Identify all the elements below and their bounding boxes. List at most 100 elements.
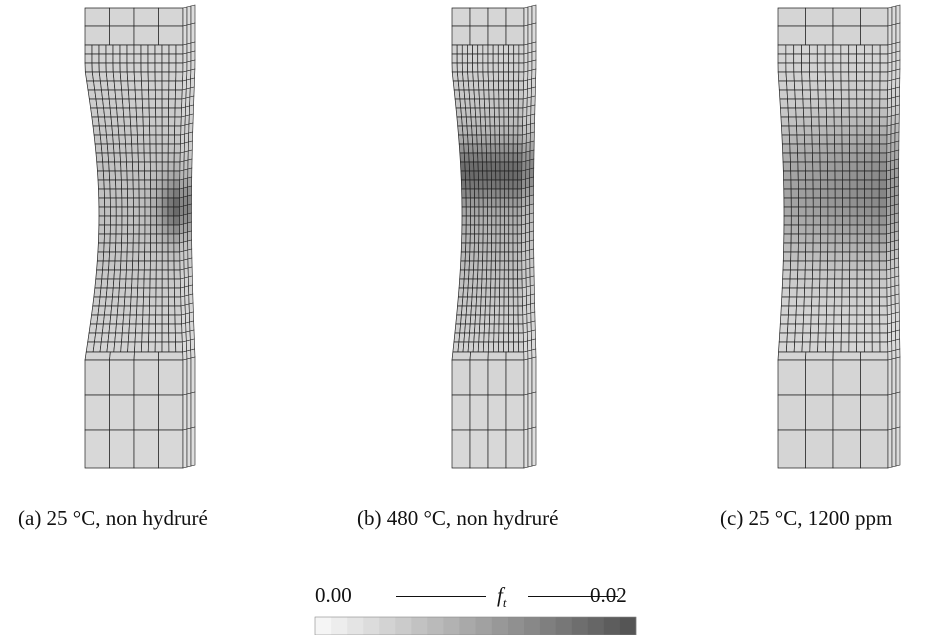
mesh-cell [485,296,491,307]
mesh-side [525,276,531,288]
mesh-cell [783,179,792,190]
mesh-cell [131,143,139,154]
mesh-side [895,86,900,98]
mesh-cell [127,80,136,91]
mesh-cell [833,296,843,307]
mesh-cell [856,80,865,91]
mesh-cell [805,251,814,262]
mesh-cell [512,269,518,280]
mesh-cell [141,332,150,343]
mesh-cell [137,152,145,163]
mesh-cell [825,332,835,343]
mesh-cell [790,170,799,181]
mesh-cell [849,161,858,172]
mesh-cell [796,278,806,289]
mesh-side [891,349,897,360]
mesh-cell [147,44,156,55]
mesh-side [527,339,533,352]
mesh-cell [126,251,134,262]
mesh-cell [503,116,510,127]
mesh-cell [811,296,820,307]
mesh-side [526,96,532,108]
mesh-cell [491,179,497,190]
mesh-cell [494,143,501,154]
mesh-cell [484,116,491,127]
mesh-cell [98,188,105,199]
mesh-cell [860,394,889,431]
mesh-side [887,358,893,396]
mesh-cell [461,215,467,226]
mesh-cell [106,134,114,145]
mesh-cell [495,206,501,217]
mesh-cell [472,143,478,154]
mesh-side [894,293,900,305]
mesh-side [523,393,529,431]
mesh-cell [508,260,514,271]
mesh-side [181,322,187,334]
mesh-side [529,203,534,215]
mesh-cell [461,206,467,217]
mesh-cell [91,53,100,64]
mesh-cell [451,359,471,396]
mesh-cell [871,125,880,136]
mesh-side [887,88,892,100]
mesh-cell [840,341,850,353]
mesh-cell [480,125,487,136]
mesh-cell [849,206,858,217]
mesh-cell [841,269,851,280]
mesh-cell [805,359,834,396]
mesh-cell [156,188,163,199]
mesh-cell [841,107,850,118]
mesh-cell [474,215,480,226]
mesh-cell [517,260,523,271]
mesh-cell [816,62,826,73]
mesh-cell [461,62,468,73]
mesh-cell [819,143,828,154]
mesh-cell [161,170,169,181]
mesh-cell [790,242,799,253]
mesh-cell [143,278,151,289]
mesh-cell [477,62,484,73]
mesh-side [527,42,533,54]
mesh-cell [825,107,835,118]
mesh-side [189,86,195,98]
mesh-cell [144,224,152,235]
mesh-cell [788,305,797,316]
mesh-side [186,23,192,45]
mesh-cell [465,224,471,235]
mesh-cell [785,44,795,55]
colorbar-step [315,617,332,635]
mesh-cell [149,134,157,145]
mesh-cell [133,44,142,55]
mesh-side [521,205,526,217]
mesh-cell [834,269,843,280]
mesh-cell [803,287,813,298]
mesh-cell [112,53,121,64]
mesh-cell [174,296,182,307]
mesh-cell [161,332,170,343]
mesh-cell [879,314,888,325]
mesh-cell [871,143,880,154]
mesh-cell [505,359,525,396]
mesh-side [183,204,188,216]
mesh-cell [503,278,510,289]
mesh-cell [121,332,130,343]
mesh-cell [127,332,136,343]
mesh-cell [832,53,842,64]
mesh-cell [477,152,483,163]
mesh-cell [464,170,471,181]
mesh-cell [832,80,842,91]
mesh-cell [149,287,157,298]
mesh-side [187,239,193,251]
mesh-side [187,176,193,188]
mesh-side [183,213,188,225]
mesh-side [523,428,529,469]
mesh-cell [879,53,889,64]
mesh-cell [793,341,803,353]
mesh-cell [508,314,514,325]
mesh-cell [834,170,843,181]
mesh-cell [488,80,495,91]
mesh-cell [818,296,828,307]
mesh-cell [460,242,467,253]
mesh-cell [173,188,180,199]
